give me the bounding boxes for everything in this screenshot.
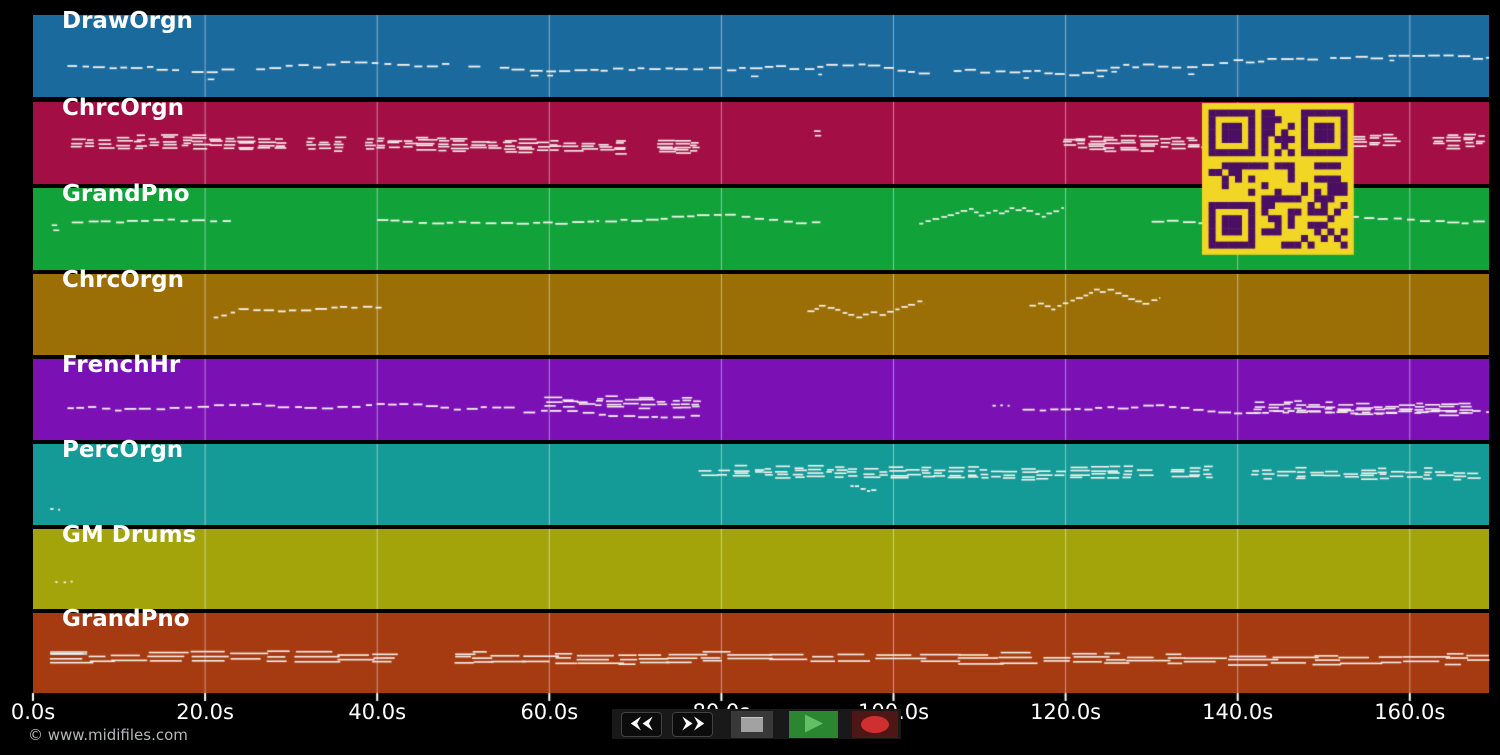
fast-forward-icon <box>680 716 706 734</box>
axis-tick-label: 140.0s <box>1202 700 1274 724</box>
track-label: GrandPno <box>62 181 190 207</box>
track-band-3: GrandPno <box>33 181 1489 270</box>
record-button[interactable] <box>852 711 898 738</box>
track-band-8: GrandPno <box>33 606 1489 693</box>
track-label: GrandPno <box>62 606 190 632</box>
axis-tick-label: 60.0s <box>520 700 579 724</box>
track-label: DrawOrgn <box>62 8 193 34</box>
track-label: ChrcOrgn <box>62 95 184 121</box>
rewind-icon <box>629 716 655 734</box>
track-label: GM Drums <box>62 522 197 548</box>
rewind-button[interactable] <box>621 712 662 737</box>
record-icon <box>861 716 889 733</box>
track-band-4: ChrcOrgn <box>33 267 1489 355</box>
watermark-text: © www.midifiles.com <box>28 726 188 744</box>
track-label: PercOrgn <box>62 437 184 463</box>
axis-tick-label: 0.0s <box>10 700 56 724</box>
track-band-2: ChrcOrgn <box>33 95 1489 184</box>
play-icon <box>804 714 824 736</box>
track-band-1: DrawOrgn <box>33 8 1489 97</box>
fast-forward-button[interactable] <box>672 712 713 737</box>
axis-tick-label: 40.0s <box>348 700 407 724</box>
axis-tick-label: 20.0s <box>176 700 234 724</box>
track-band-7: GM Drums <box>33 522 1489 609</box>
track-label: ChrcOrgn <box>62 267 184 293</box>
track-band-6: PercOrgn <box>33 437 1489 525</box>
axis-tick-label: 160.0s <box>1374 700 1446 724</box>
stop-button[interactable] <box>731 711 773 738</box>
track-band-5: FrenchHr <box>33 352 1489 440</box>
stop-icon <box>741 717 763 732</box>
transport-bar <box>612 709 901 739</box>
axis-tick-label: 120.0s <box>1030 700 1102 724</box>
play-button[interactable] <box>789 711 838 738</box>
track-label: FrenchHr <box>62 352 181 378</box>
